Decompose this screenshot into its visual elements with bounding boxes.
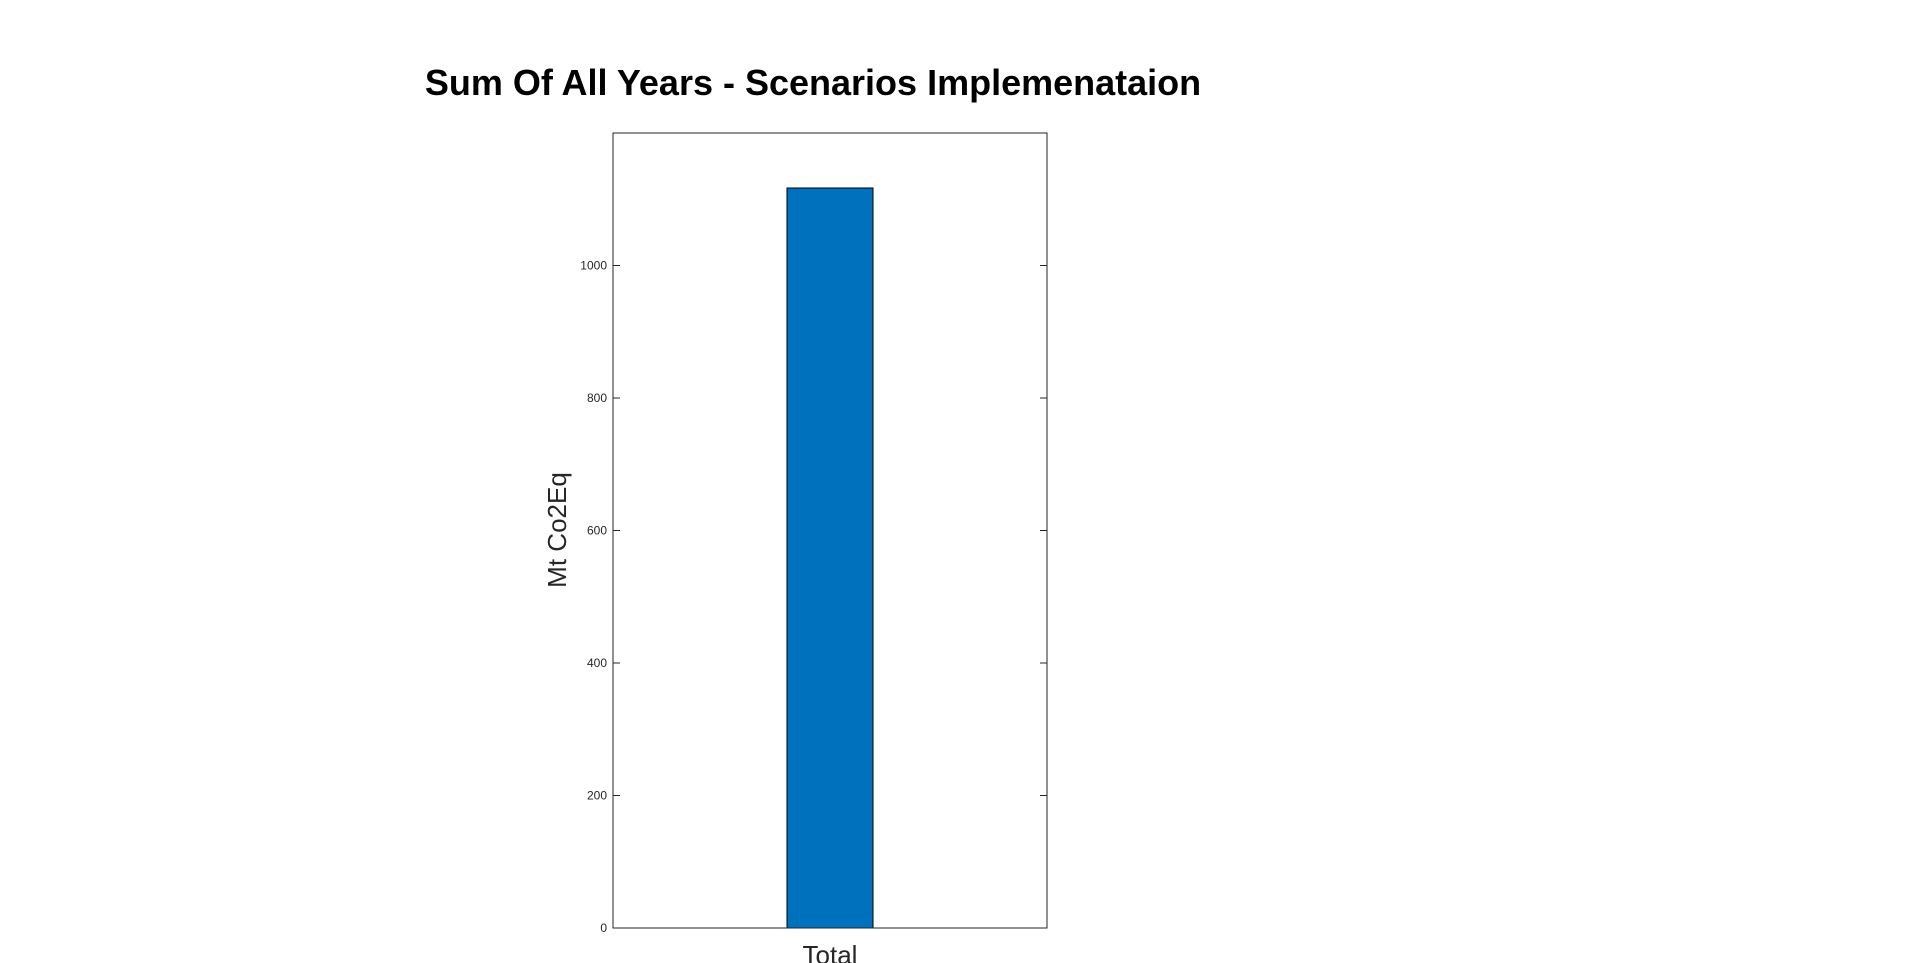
chart-title: Sum Of All Years - Scenarios Implemenata… — [425, 62, 1201, 103]
y-axis-label: Mt Co2Eq — [542, 472, 572, 588]
y-tick-label: 800 — [587, 391, 607, 405]
y-tick-label: 1000 — [580, 259, 607, 273]
y-tick-label: 0 — [600, 921, 607, 935]
bar-total — [786, 187, 874, 929]
x-tick-label: Total — [803, 940, 858, 963]
y-tick-label: 600 — [587, 524, 607, 538]
plot-area: Total 0 200 400 600 800 1000 — [580, 132, 1048, 963]
y-tick-label: 200 — [587, 789, 607, 803]
y-tick-label: 400 — [587, 656, 607, 670]
